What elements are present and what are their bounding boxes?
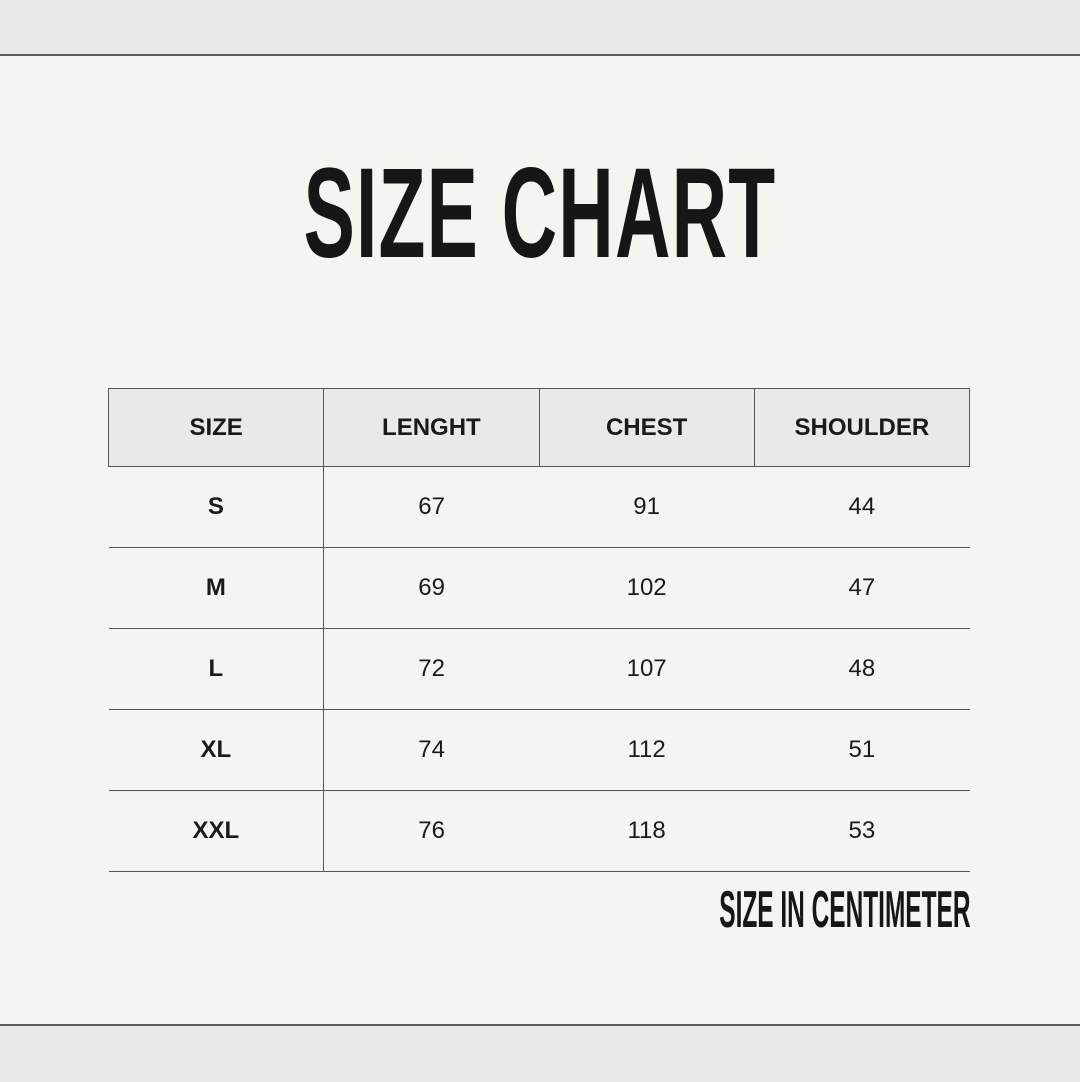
header-shoulder: SHOULDER [753,388,971,467]
page-title-wrap: SIZE CHART [0,150,1080,278]
cell-length: 74 [323,709,539,791]
cell-chest: 107 [539,628,755,710]
cell-shoulder: 53 [754,790,970,872]
cell-chest: 91 [539,466,755,548]
cell-shoulder: 44 [754,466,970,548]
table-header-row: SIZE LENGHT CHEST SHOULDER [107,388,971,467]
cell-size: M [108,547,325,629]
unit-note: SIZE IN CENTIMETER [718,881,970,939]
cell-size: XL [108,709,325,791]
cell-length: 76 [323,790,539,872]
table-row: S 67 91 44 [108,466,970,548]
table-row: L 72 107 48 [108,628,970,710]
cell-shoulder: 51 [754,709,970,791]
header-size: SIZE [107,388,325,467]
cell-chest: 102 [539,547,755,629]
cell-length: 69 [323,547,539,629]
table-row: XXL 76 118 53 [108,790,970,872]
page-title: SIZE CHART [303,142,777,285]
cell-length: 72 [323,628,539,710]
header-length: LENGHT [323,388,540,467]
cell-chest: 112 [539,709,755,791]
unit-note-wrap: SIZE IN CENTIMETER [436,884,970,936]
cell-size: L [108,628,325,710]
cell-shoulder: 48 [754,628,970,710]
table-row: XL 74 112 51 [108,709,970,791]
cell-size: XXL [108,790,325,872]
cell-length: 67 [323,466,539,548]
bottom-band [0,1024,1080,1082]
cell-size: S [108,466,325,548]
header-chest: CHEST [538,388,755,467]
top-band [0,0,1080,56]
table-row: M 69 102 47 [108,547,970,629]
cell-shoulder: 47 [754,547,970,629]
size-table: SIZE LENGHT CHEST SHOULDER S 67 91 44 M … [107,388,971,872]
cell-chest: 118 [539,790,755,872]
